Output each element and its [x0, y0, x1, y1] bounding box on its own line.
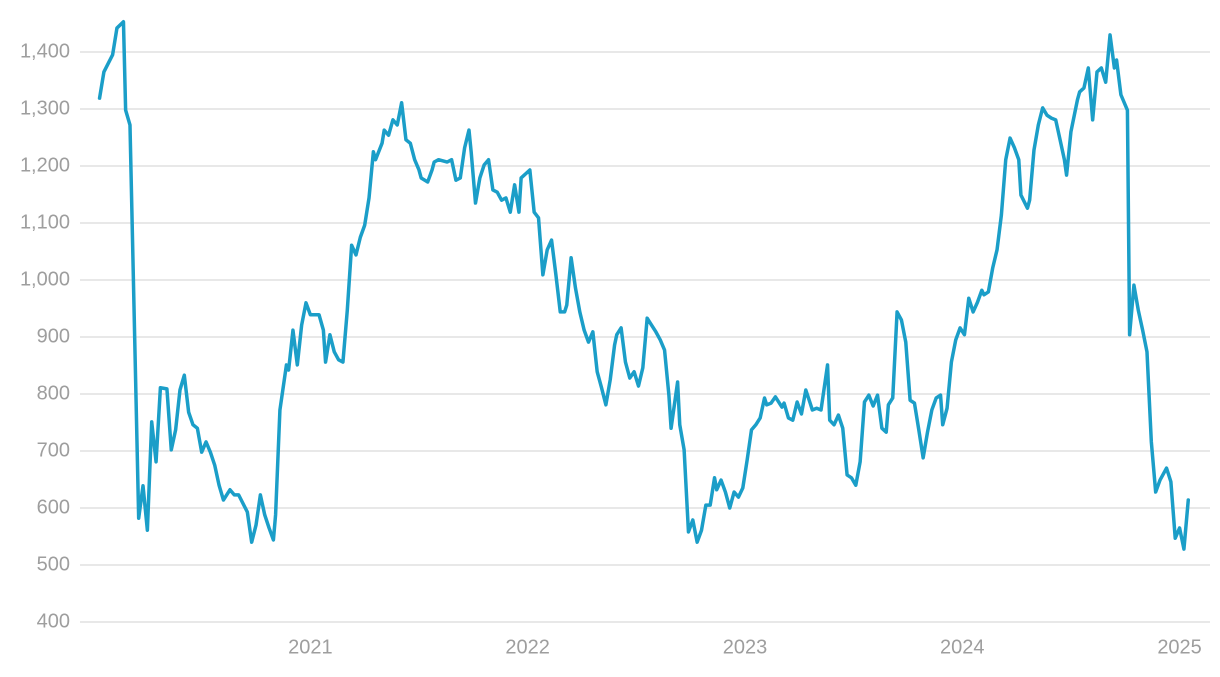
y-tick-label: 1,400: [20, 40, 70, 62]
x-tick-label: 2022: [505, 636, 550, 658]
y-tick-label: 500: [37, 553, 70, 575]
y-tick-label: 700: [37, 439, 70, 461]
y-tick-label: 800: [37, 382, 70, 404]
y-tick-label: 1,300: [20, 97, 70, 119]
y-tick-label: 400: [37, 610, 70, 632]
y-tick-label: 1,000: [20, 268, 70, 290]
x-tick-label: 2024: [940, 636, 985, 658]
y-tick-label: 600: [37, 496, 70, 518]
y-tick-label: 1,200: [20, 154, 70, 176]
y-tick-label: 1,100: [20, 211, 70, 233]
x-tick-label: 2021: [288, 636, 333, 658]
y-tick-label: 900: [37, 325, 70, 347]
line-series: [97, 20, 1191, 551]
x-tick-label: 2025: [1157, 636, 1202, 658]
x-tick-label: 2023: [723, 636, 768, 658]
